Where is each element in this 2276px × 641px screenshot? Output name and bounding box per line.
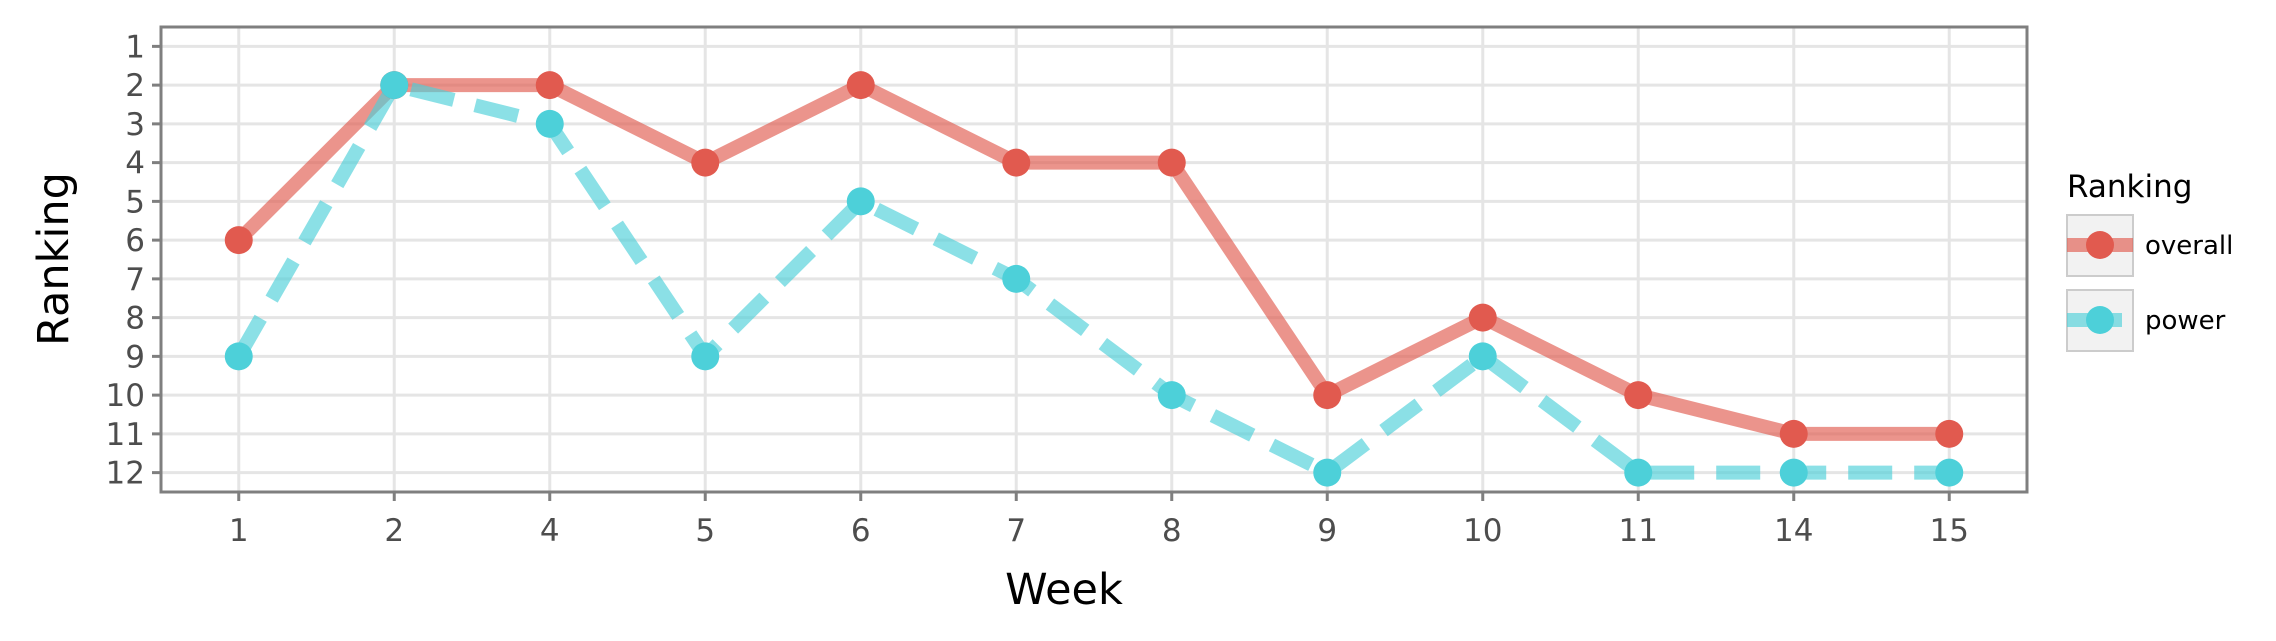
data-point-power: [535, 109, 564, 138]
y-tick-label: 11: [106, 417, 145, 453]
legend: Ranking overall power: [2066, 169, 2233, 352]
legend-key-point-overall: [2086, 231, 2114, 259]
y-tick-label: 12: [106, 456, 145, 492]
legend-label-power: power: [2145, 306, 2226, 336]
legend-label-overall: overall: [2145, 231, 2233, 261]
grid: [161, 27, 2027, 492]
legend-key-point-power: [2086, 306, 2114, 334]
data-point-overall: [1779, 419, 1808, 448]
y-tick-label: 3: [125, 107, 145, 143]
y-tick-label: 9: [125, 339, 145, 375]
x-tick-label: 8: [1162, 513, 1182, 549]
data-point-power: [1002, 264, 1031, 293]
series-points: [224, 71, 1964, 487]
legend-title: Ranking: [2067, 169, 2192, 205]
x-tick-label: 7: [1006, 513, 1026, 549]
x-tick-label: 2: [384, 513, 404, 549]
data-point-overall: [1624, 381, 1653, 410]
y-tick-label: 10: [106, 378, 145, 414]
series-lines: [232, 78, 1950, 480]
data-point-power: [1624, 458, 1653, 487]
y-tick-label: 2: [125, 68, 145, 104]
data-point-overall: [1313, 381, 1342, 410]
x-tick-label: 10: [1463, 513, 1502, 549]
data-point-overall: [224, 226, 253, 255]
y-tick-label: 6: [125, 223, 145, 259]
series-line-power: [232, 78, 1950, 480]
x-axis-ticks: 1 2 4 5 6 7 8 9 10 11 14 15: [229, 492, 1969, 549]
data-point-overall: [691, 148, 720, 177]
data-point-power: [846, 187, 875, 216]
y-tick-label: 8: [125, 301, 145, 337]
series-line-overall: [233, 78, 1950, 441]
data-point-overall: [1157, 148, 1186, 177]
data-point-overall: [1935, 419, 1964, 448]
data-point-power: [691, 342, 720, 371]
data-point-overall: [1468, 303, 1497, 332]
x-tick-label: 1: [229, 513, 249, 549]
y-tick-label: 5: [125, 184, 145, 220]
y-tick-label: 7: [125, 262, 145, 298]
data-point-overall: [846, 71, 875, 100]
y-tick-label: 4: [125, 146, 145, 182]
x-tick-label: 9: [1317, 513, 1337, 549]
x-tick-label: 15: [1930, 513, 1969, 549]
x-tick-label: 4: [540, 513, 560, 549]
data-point-power: [224, 342, 253, 371]
x-tick-label: 14: [1774, 513, 1813, 549]
x-tick-label: 6: [851, 513, 871, 549]
x-axis-title: Week: [1005, 565, 1123, 615]
data-point-power: [1935, 458, 1964, 487]
data-point-power: [380, 71, 409, 100]
y-tick-label: 1: [125, 29, 145, 65]
data-point-power: [1313, 458, 1342, 487]
data-point-power: [1468, 342, 1497, 371]
panel-border: [159, 25, 2029, 494]
x-tick-label: 11: [1619, 513, 1658, 549]
data-point-power: [1157, 381, 1186, 410]
data-point-power: [1779, 458, 1808, 487]
data-point-overall: [535, 71, 564, 100]
x-tick-label: 5: [695, 513, 715, 549]
data-point-overall: [1002, 148, 1031, 177]
y-axis-title: Ranking: [29, 172, 79, 346]
